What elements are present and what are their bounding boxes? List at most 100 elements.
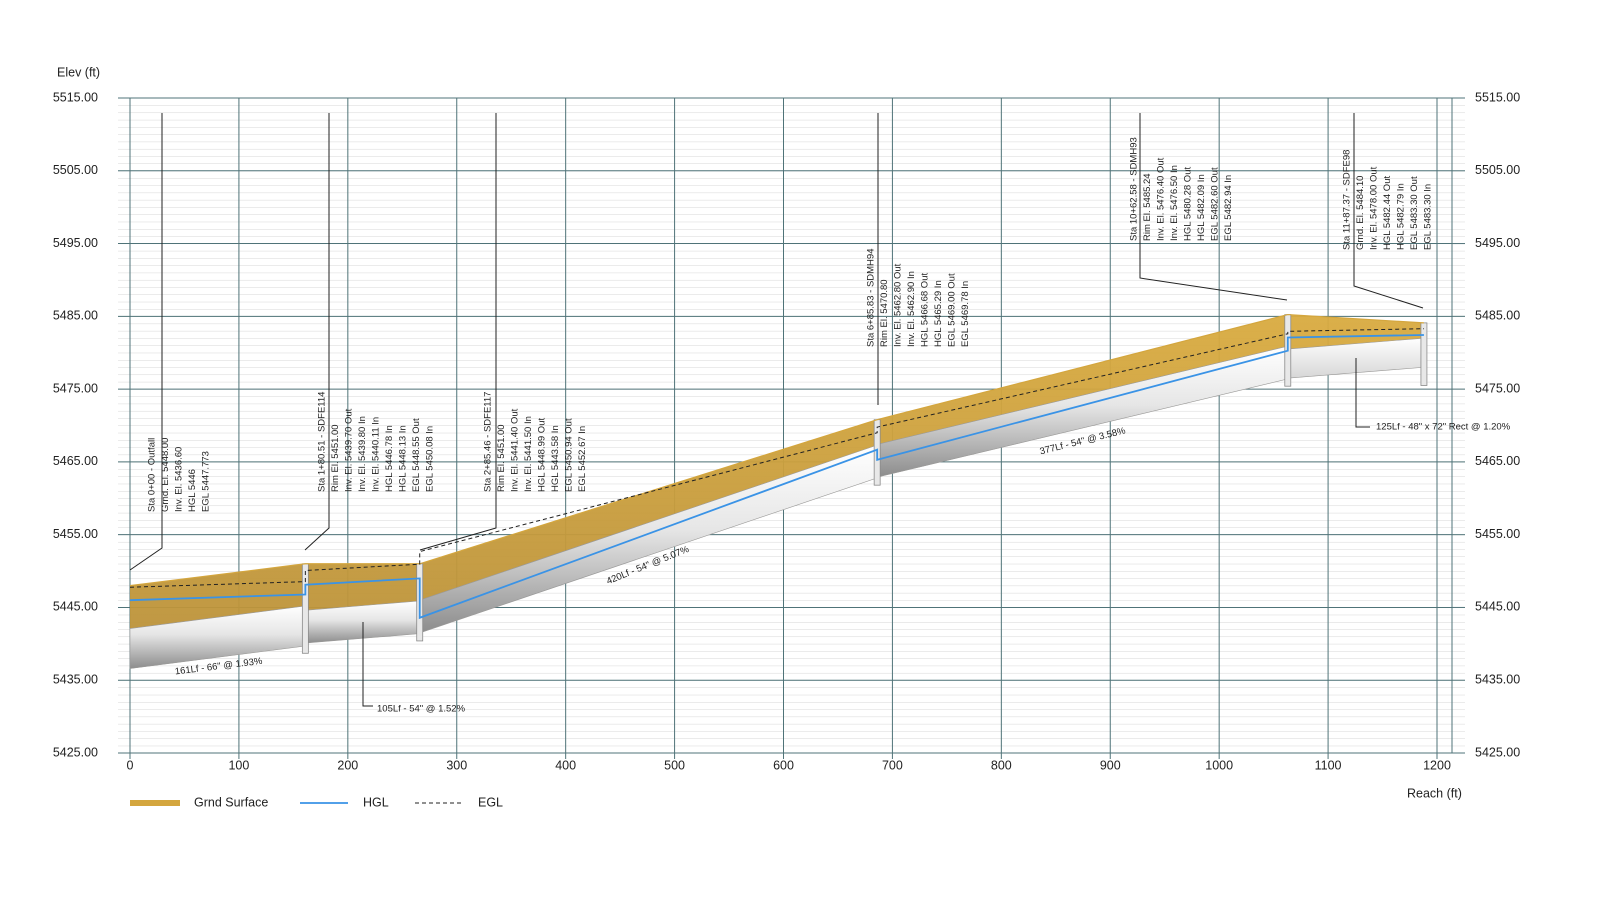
structure-label: Inv. El. 5441.40 Out (510, 408, 521, 492)
y-tick-label: 5495.00 (53, 236, 98, 250)
y2-tick-label: 5515.00 (1475, 90, 1520, 104)
leader-line (304, 113, 330, 551)
structure-label: Sta 2+85.46 - SDFE117 (483, 392, 494, 492)
structure-label: Grnd. El. 5448.00 (160, 438, 171, 512)
structure-label: HGL 5443.58 In (550, 425, 561, 492)
structure-label: EGL 5450.94 Out (564, 418, 575, 492)
structure-label: EGL 5448.55 Out (411, 418, 422, 492)
structure-label: HGL 5446.78 In (384, 425, 395, 492)
structure-label: HGL 5480.28 Out (1183, 167, 1194, 241)
structure-label: EGL 5469.00 Out (947, 273, 958, 347)
y2-tick-label: 5475.00 (1475, 381, 1520, 395)
y-tick-label: 5465.00 (53, 454, 98, 468)
structure-label: EGL 5483.30 Out (1409, 176, 1420, 250)
x-tick-label: 200 (337, 758, 358, 772)
structure-label: Inv. El. 5436.60 (174, 447, 185, 512)
x-tick-label: 400 (555, 758, 576, 772)
x-tick-label: 900 (1100, 758, 1121, 772)
structure (1420, 322, 1428, 386)
ground-line (129, 313, 1424, 587)
x-tick-label: 800 (991, 758, 1012, 772)
structure-label: Inv. El. 5476.40 Out (1156, 157, 1167, 241)
y2-tick-label: 5465.00 (1475, 454, 1520, 468)
y-tick-label: 5505.00 (53, 163, 98, 177)
structure-label: Sta 10+62.58 - SDMH93 (1129, 137, 1140, 241)
x-tick-label: 1000 (1205, 758, 1233, 772)
x-tick-label: 600 (773, 758, 794, 772)
leader-line (419, 113, 497, 551)
y-tick-label: 5425.00 (53, 745, 98, 759)
x-axis-label: Reach (ft) (1407, 786, 1462, 800)
structure-label: Inv. El. 5439.70 Out (344, 408, 355, 492)
leader-line (1139, 113, 1288, 301)
y2-tick-label: 5455.00 (1475, 527, 1520, 541)
structure-label: Rim El. 5451.00 (496, 424, 507, 492)
x-tick-label: 1200 (1423, 758, 1451, 772)
x-tick-label: 500 (664, 758, 685, 772)
structure-label: Inv. El. 5476.50 In (1169, 165, 1180, 241)
structure-label: Inv. El. 5462.80 Out (893, 263, 904, 347)
structure-label: Sta 0+00 - Outfall (147, 438, 158, 512)
structure-label: HGL 5448.99 Out (537, 418, 548, 492)
leader-line (1353, 113, 1424, 309)
pipe-label: 105Lf - 54" @ 1.52% (377, 704, 466, 715)
structure-label: HGL 5482.44 Out (1382, 176, 1393, 250)
structure-label: EGL 5482.60 Out (1210, 167, 1221, 241)
y2-tick-label: 5505.00 (1475, 163, 1520, 177)
x-tick-label: 300 (446, 758, 467, 772)
structure-label: EGL 5483.30 In (1423, 184, 1434, 250)
leader-line (129, 113, 163, 571)
structure-label: Inv. El. 5439.80 In (357, 416, 368, 492)
pipe-label: 125Lf - 48" x 72" Rect @ 1.20% (1376, 422, 1511, 433)
minor-grid (118, 98, 1465, 753)
x-tick-label: 700 (882, 758, 903, 772)
y-tick-label: 5485.00 (53, 309, 98, 323)
structure-label: Sta 6+85.83 - SDMH94 (866, 249, 877, 347)
structure-label: HGL 5482.79 In (1396, 183, 1407, 250)
structure-label: Rim El. 5451.00 (330, 424, 341, 492)
structure-label: Rim El. 5485.24 (1142, 173, 1153, 241)
structure-label: Sta 11+87.37 - SDFE98 (1342, 150, 1353, 250)
structure-label: EGL 5469.78 In (960, 281, 971, 347)
legend-swatch (130, 800, 180, 806)
structure-label: Inv. El. 5462.90 In (906, 271, 917, 347)
structure-label: HGL 5448.13 In (398, 425, 409, 492)
structure-label: Grnd. El. 5484.10 (1355, 176, 1366, 250)
y-tick-label: 5455.00 (53, 527, 98, 541)
y-tick-label: 5475.00 (53, 381, 98, 395)
structure-label: EGL 5482.94 In (1223, 175, 1234, 241)
structure-label: EGL 5452.67 In (577, 426, 588, 492)
plot (129, 313, 1428, 669)
structure-label: Inv. El. 5440.11 In (371, 417, 382, 492)
leader-line (1355, 358, 1370, 428)
structure-label: Inv. El. 5441.50 In (523, 416, 534, 492)
structure-label: EGL 5450.08 In (425, 426, 436, 492)
structure-label: HGL 5465.29 In (933, 280, 944, 347)
y2-tick-label: 5445.00 (1475, 600, 1520, 614)
y2-tick-label: 5425.00 (1475, 745, 1520, 759)
structure-label: EGL 5447.773 (201, 451, 212, 512)
structure-label: Inv. El. 5478.00 Out (1369, 166, 1380, 250)
structure-label: Sta 1+80.51 - SDFE114 (317, 392, 328, 492)
y-tick-label: 5435.00 (53, 673, 98, 687)
legend-label: Grnd Surface (194, 795, 268, 809)
y-tick-label: 5515.00 (53, 90, 98, 104)
y-axis-label: Elev (ft) (57, 65, 100, 79)
structure-label: HGL 5482.09 In (1196, 174, 1207, 241)
legend-label: HGL (363, 795, 389, 809)
structure-label: HGL 5466.68 Out (920, 273, 931, 347)
y2-tick-label: 5435.00 (1475, 673, 1520, 687)
structure-label: Rim El. 5470.80 (879, 279, 890, 347)
x-tick-label: 0 (127, 758, 134, 772)
x-tick-label: 1100 (1315, 758, 1342, 772)
series-line (129, 328, 1424, 588)
y-tick-label: 5445.00 (53, 600, 98, 614)
structure-label: HGL 5446 (187, 469, 198, 512)
legend-label: EGL (478, 795, 503, 809)
y2-tick-label: 5495.00 (1475, 236, 1520, 250)
series-line (129, 334, 1424, 620)
structure (301, 563, 309, 654)
legend: Grnd Surface HGL EGL (130, 795, 503, 809)
leader-line (362, 622, 373, 707)
